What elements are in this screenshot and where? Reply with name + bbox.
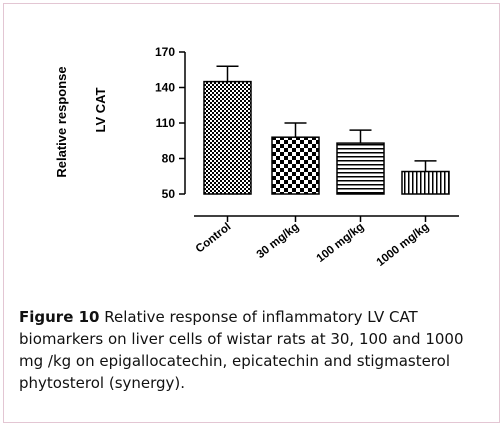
caption-label: Figure 10 bbox=[19, 308, 100, 326]
bar bbox=[401, 170, 450, 195]
y-axis-label-2: LV CAT bbox=[93, 87, 108, 132]
x-tick-label: 1000 mg/kg bbox=[375, 221, 432, 269]
y-tick-label: 50 bbox=[162, 187, 176, 201]
y-tick-label: 140 bbox=[155, 81, 175, 95]
figure-caption: Figure 10 Relative response of inflammat… bbox=[19, 306, 489, 394]
bar bbox=[271, 136, 320, 195]
bar bbox=[336, 142, 385, 195]
bar-chart: Relative response LV CAT 50 80 110 140 170 C… bbox=[54, 45, 459, 269]
y-tick-label: 170 bbox=[155, 45, 175, 59]
bar bbox=[203, 80, 252, 195]
caption-text: Relative response of inflammatory LV CAT… bbox=[19, 308, 464, 392]
x-tick-label: 100 mg/kg bbox=[315, 221, 367, 265]
x-axis: Control 30 mg/kg 100 mg/kg 1000 mg/kg bbox=[194, 215, 459, 269]
y-tick-label: 80 bbox=[162, 152, 176, 166]
y-axis: 50 80 110 140 170 bbox=[155, 45, 186, 201]
y-tick-label: 110 bbox=[156, 116, 176, 130]
figure-card: Relative response LV CAT 50 80 110 140 170 C… bbox=[3, 3, 500, 423]
y-axis-label: Relative response bbox=[54, 66, 69, 177]
x-tick-label: 30 mg/kg bbox=[255, 221, 302, 261]
x-tick-label: Control bbox=[194, 221, 234, 256]
bars bbox=[203, 65, 450, 195]
